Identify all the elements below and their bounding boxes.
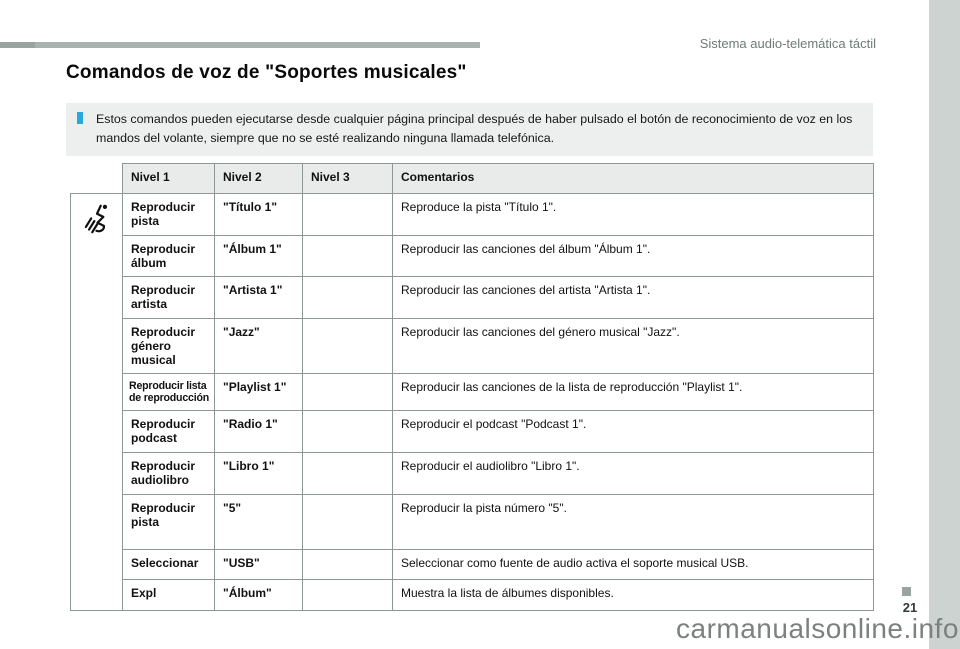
cell-nivel2: "Título 1" (214, 193, 303, 236)
column-header-nivel1: Nivel 1 (122, 163, 215, 194)
cell-nivel2: "Álbum" (214, 579, 303, 611)
cell-comment: Reproducir el audiolibro "Libro 1". (392, 452, 874, 495)
cell-nivel2: "5" (214, 494, 303, 550)
watermark-text: carmanualsonline.info (676, 613, 959, 644)
cell-nivel2: "Álbum 1" (214, 235, 303, 277)
cell-nivel3 (302, 549, 393, 580)
table-row: Expl "Álbum" Muestra la lista de álbumes… (71, 579, 874, 611)
cell-nivel2: "Libro 1" (214, 452, 303, 495)
page-number: 21 (902, 600, 918, 615)
cell-nivel2: "USB" (214, 549, 303, 580)
cell-nivel2: "Playlist 1" (214, 373, 303, 411)
cell-nivel3 (302, 193, 393, 236)
cell-comment: Reproducir la pista número "5". (392, 494, 874, 550)
info-icon (77, 112, 83, 131)
column-header-nivel2: Nivel 2 (214, 163, 303, 194)
cell-nivel3 (302, 373, 393, 411)
cell-nivel2: "Radio 1" (214, 410, 303, 453)
cell-nivel1: Reproducir álbum (122, 235, 215, 277)
table-row: Reproducir audiolibro "Libro 1" Reproduc… (71, 452, 874, 495)
cell-comment: Muestra la lista de álbumes disponibles. (392, 579, 874, 611)
cell-comment: Seleccionar como fuente de audio activa … (392, 549, 874, 580)
cell-nivel1: Seleccionar (122, 549, 215, 580)
table-row: Reproducir podcast "Radio 1" Reproducir … (71, 410, 874, 453)
cell-nivel3 (302, 410, 393, 453)
running-header: Sistema audio-telemática táctil (699, 36, 876, 51)
cell-nivel1: Reproducir pista (122, 193, 215, 236)
cell-comment: Reproducir las canciones del álbum "Álbu… (392, 235, 874, 277)
info-note: Estos comandos pueden ejecutarse desde c… (66, 103, 873, 157)
cell-nivel1: Reproducir artista (122, 276, 215, 319)
header-spacer (71, 164, 123, 194)
column-header-comentarios: Comentarios (392, 163, 874, 194)
cell-nivel3 (302, 452, 393, 495)
cell-nivel1: Reproducir audiolibro (122, 452, 215, 495)
cell-nivel3 (302, 579, 393, 611)
cell-nivel1: Reproducir pista (122, 494, 215, 550)
cell-nivel3 (302, 235, 393, 277)
table-row: Reproducir género musical "Jazz" Reprodu… (71, 318, 874, 374)
cell-nivel2: "Jazz" (214, 318, 303, 374)
info-note-text: Estos comandos pueden ejecutarse desde c… (96, 112, 853, 146)
table-header-row: Nivel 1 Nivel 2 Nivel 3 Comentarios (71, 163, 874, 194)
cell-comment: Reproducir las canciones del artista "Ar… (392, 276, 874, 319)
right-margin-band (929, 0, 960, 649)
table-row: Reproducir lista de reproducción "Playli… (71, 373, 874, 411)
column-header-nivel3: Nivel 3 (302, 163, 393, 194)
cell-nivel2: "Artista 1" (214, 276, 303, 319)
table-row: Reproducir artista "Artista 1" Reproduci… (71, 276, 874, 319)
cell-nivel3 (302, 276, 393, 319)
cell-nivel1: Reproducir podcast (122, 410, 215, 453)
cell-nivel1: Expl (122, 579, 215, 611)
cell-nivel3 (302, 318, 393, 374)
cell-comment: Reproducir las canciones del género musi… (392, 318, 874, 374)
table-row: Seleccionar "USB" Seleccionar como fuent… (71, 549, 874, 580)
cell-comment: Reproduce la pista "Título 1". (392, 193, 874, 236)
cell-nivel3 (302, 494, 393, 550)
page-title: Comandos de voz de "Soportes musicales" (66, 62, 467, 83)
footer-square-marker (902, 587, 911, 596)
table-row: Reproducir pista "5" Reproducir la pista… (71, 494, 874, 550)
cell-nivel1: Reproducir lista de reproducción (122, 373, 215, 411)
voice-commands-table: Nivel 1 Nivel 2 Nivel 3 Comentarios Repr… (70, 163, 874, 611)
table-row: Reproducir pista "Título 1" Reproduce la… (70, 193, 874, 611)
cell-nivel1: Reproducir género musical (122, 318, 215, 374)
cell-comment: Reproducir el podcast "Podcast 1". (392, 410, 874, 453)
header-rule-bar (0, 42, 480, 48)
table-row: Reproducir álbum "Álbum 1" Reproducir la… (71, 235, 874, 277)
cell-comment: Reproducir las canciones de la lista de … (392, 373, 874, 411)
voice-command-icon (70, 193, 123, 611)
